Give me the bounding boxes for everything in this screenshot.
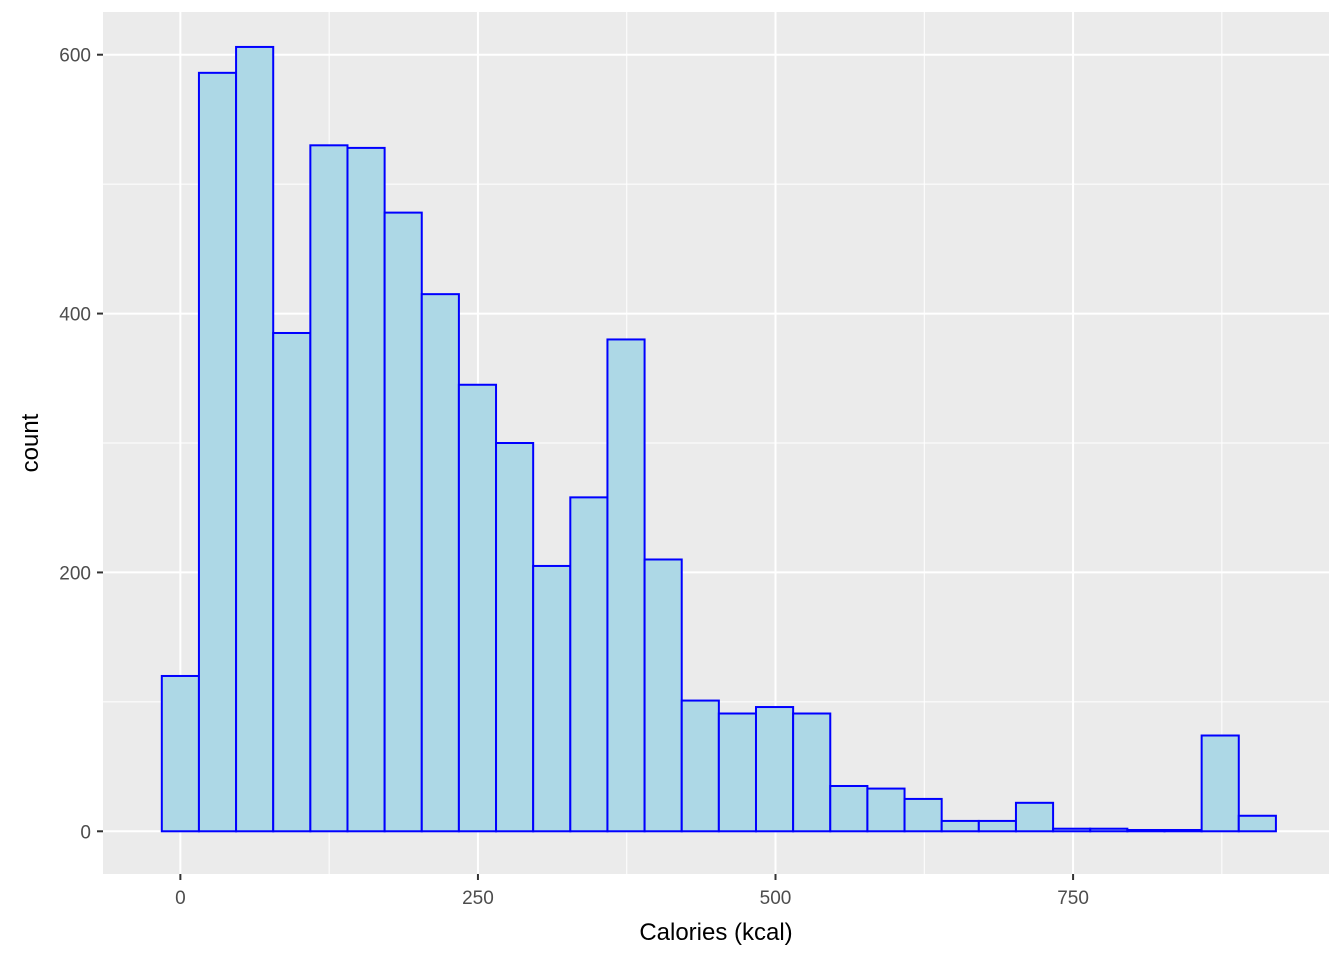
histogram-bar bbox=[866, 787, 906, 833]
histogram-bar bbox=[1237, 814, 1277, 833]
x-tick-label: 0 bbox=[175, 888, 186, 909]
histogram-bar bbox=[940, 819, 980, 833]
y-axis-ticks: 0 200 400 600 bbox=[59, 46, 103, 843]
x-tick-label: 500 bbox=[760, 888, 792, 909]
histogram-bar bbox=[272, 331, 312, 833]
histogram-bar bbox=[754, 706, 795, 833]
histogram-bar bbox=[532, 564, 572, 833]
histogram-bar bbox=[346, 146, 386, 833]
histogram-bar bbox=[569, 496, 609, 833]
histogram-bar bbox=[977, 819, 1017, 833]
y-tick-label: 200 bbox=[59, 563, 91, 584]
histogram-bar bbox=[717, 712, 757, 833]
histogram-bar bbox=[1089, 827, 1129, 833]
histogram-bar bbox=[383, 211, 423, 833]
histogram-bar bbox=[309, 144, 349, 833]
histogram-bar bbox=[1014, 801, 1055, 833]
histogram-bar bbox=[792, 712, 832, 833]
histogram-bar bbox=[829, 784, 869, 833]
histogram-bar bbox=[457, 383, 498, 833]
x-axis-ticks: 0 250 500 750 bbox=[175, 874, 1089, 909]
histogram-bar bbox=[1163, 828, 1203, 833]
histogram-bar bbox=[680, 699, 720, 833]
histogram-bar bbox=[1052, 827, 1092, 833]
x-axis-title: Calories (kcal) bbox=[639, 919, 792, 946]
y-axis-title: count bbox=[17, 413, 44, 472]
y-tick-label: 0 bbox=[80, 822, 91, 843]
histogram-bar bbox=[606, 338, 646, 833]
x-tick-label: 750 bbox=[1057, 888, 1089, 909]
histogram-bar bbox=[903, 797, 943, 833]
x-tick-label: 250 bbox=[462, 888, 494, 909]
histogram-bar bbox=[420, 293, 460, 833]
histogram-bar bbox=[160, 674, 200, 833]
histogram-bar bbox=[197, 71, 238, 833]
histogram-bars bbox=[160, 45, 1277, 833]
y-tick-label: 400 bbox=[59, 305, 91, 326]
histogram-bar bbox=[643, 558, 683, 833]
histogram-bar bbox=[235, 45, 275, 833]
y-tick-label: 600 bbox=[59, 46, 91, 67]
histogram-bar bbox=[495, 442, 535, 833]
histogram-bar bbox=[1200, 734, 1240, 833]
histogram-bar bbox=[1126, 828, 1166, 833]
